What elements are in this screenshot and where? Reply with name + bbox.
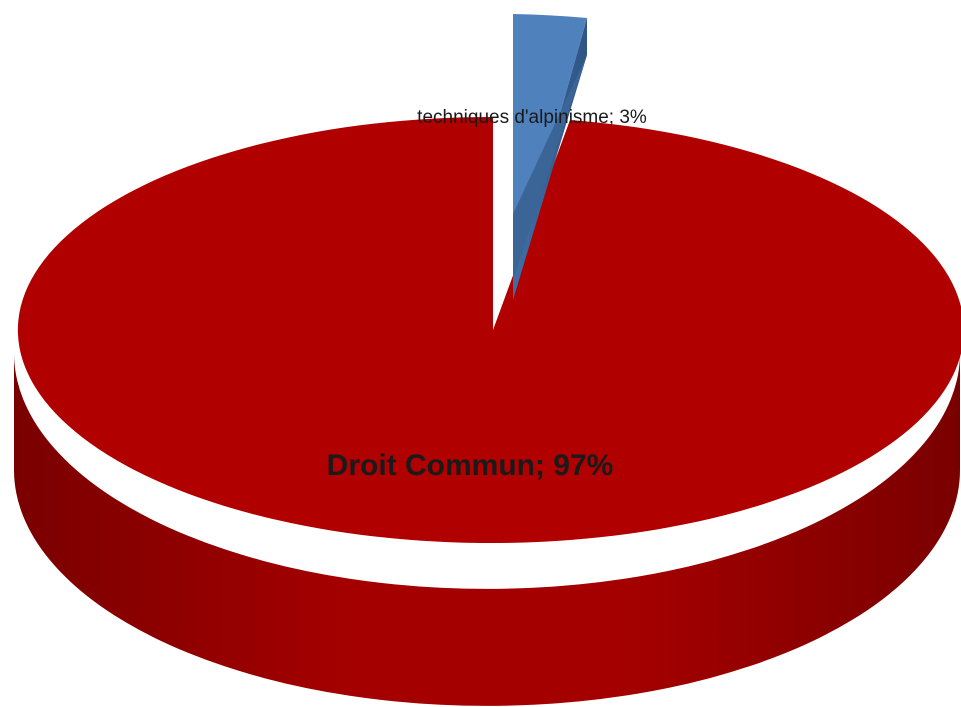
data-label-droit-commun: Droit Commun; 97% xyxy=(327,449,614,482)
data-label-techniques-alpinisme: techniques d'alpinisme; 3% xyxy=(417,107,647,128)
slice-droit-commun xyxy=(17,116,961,543)
slice-cut-techniques-alpinisme xyxy=(513,55,587,280)
slice-side-droit-commun xyxy=(14,353,960,706)
